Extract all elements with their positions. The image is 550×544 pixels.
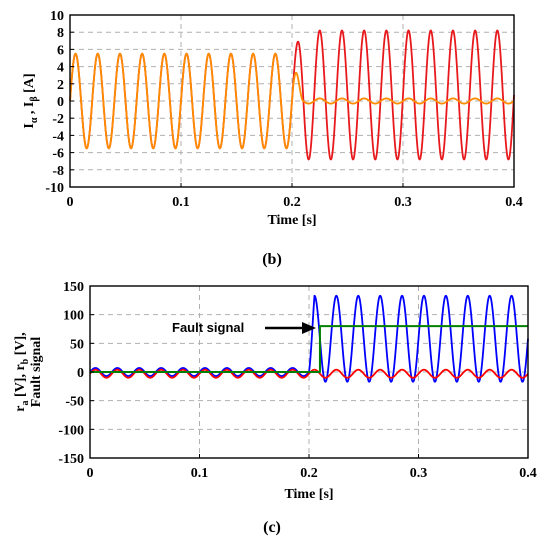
x-tick-label: 0 <box>67 195 74 210</box>
x-axis-label-c: Time [s] <box>284 487 333 502</box>
y-tick-label: 2 <box>57 78 64 93</box>
y-tick-label: 4 <box>57 61 64 76</box>
x-tick-label: 0.3 <box>394 195 412 210</box>
y-axis-label-c-line1: ra [V], rb [V], <box>13 332 31 411</box>
y-tick-label: 100 <box>63 309 84 324</box>
x-axis-label-b: Time [s] <box>267 213 316 228</box>
x-tick-label: 0.4 <box>519 466 537 481</box>
y-tick-label: 10 <box>50 9 64 24</box>
series-line-2 <box>69 52 515 150</box>
y-tick-label: -100 <box>58 423 84 438</box>
y-tick-label: -8 <box>52 164 64 179</box>
caption-b: (b) <box>262 251 282 268</box>
y-tick-label: -2 <box>52 112 64 127</box>
series-line-3 <box>90 325 528 373</box>
x-tick-label: 0.2 <box>283 195 301 210</box>
annotation-arrow-head <box>302 322 316 334</box>
y-tick-label: 0 <box>57 95 64 110</box>
y-axis-label-c-line2: Fault signal <box>29 337 44 408</box>
fault-signal-label: Fault signal <box>172 320 244 335</box>
y-tick-label: 0 <box>77 366 84 381</box>
x-tick-label: 0.1 <box>172 195 190 210</box>
y-tick-label: -50 <box>65 395 84 410</box>
y-tick-label: 50 <box>70 337 84 352</box>
y-tick-label: -4 <box>52 129 64 144</box>
y-axis-label-b: Iα , Iβ [A] <box>22 73 40 128</box>
caption-c: (c) <box>263 519 281 536</box>
y-tick-label: 150 <box>63 280 84 295</box>
x-tick-label: 0.2 <box>300 466 318 481</box>
y-tick-label: 6 <box>57 43 64 58</box>
series-line-2 <box>89 368 529 379</box>
y-tick-label: -6 <box>52 147 64 162</box>
x-tick-label: 0.3 <box>410 466 428 481</box>
y-tick-label: -10 <box>45 181 64 196</box>
x-tick-label: 0.1 <box>191 466 209 481</box>
y-tick-label: 8 <box>57 26 64 41</box>
x-tick-label: 0 <box>87 466 94 481</box>
x-tick-label: 0.4 <box>505 195 523 210</box>
fault-signal-annotation: Fault signal <box>172 320 316 335</box>
y-tick-label: -150 <box>58 452 84 467</box>
